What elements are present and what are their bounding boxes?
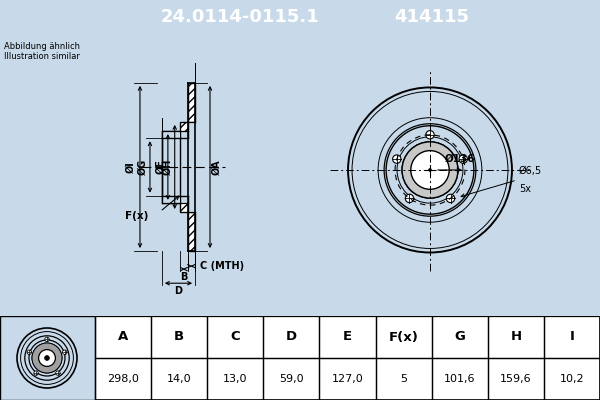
Bar [188, 83, 195, 122]
Text: D: D [175, 286, 182, 296]
Bar [180, 131, 188, 203]
Text: B: B [174, 330, 184, 344]
Circle shape [45, 337, 49, 342]
Bar [263, 316, 319, 358]
Text: F(x): F(x) [389, 330, 419, 344]
Text: 101,6: 101,6 [444, 374, 475, 384]
Circle shape [56, 371, 60, 375]
Bar [162, 131, 180, 138]
Bar [95, 316, 151, 358]
Circle shape [411, 151, 449, 189]
Circle shape [392, 155, 401, 163]
Circle shape [32, 343, 62, 373]
Text: G: G [454, 330, 465, 344]
Text: ØH: ØH [163, 159, 173, 175]
Text: D: D [286, 330, 297, 344]
Bar [0, 316, 95, 400]
Text: B: B [180, 272, 187, 282]
Text: ØG: ØG [138, 159, 148, 175]
Circle shape [402, 142, 458, 198]
Bar [151, 358, 207, 400]
Bar [376, 358, 431, 400]
Bar [188, 212, 195, 251]
Text: 59,0: 59,0 [279, 374, 304, 384]
Circle shape [446, 194, 455, 203]
Bar [488, 358, 544, 400]
Text: 10,2: 10,2 [560, 374, 584, 384]
Text: 127,0: 127,0 [332, 374, 364, 384]
Bar [431, 358, 488, 400]
Text: 5x: 5x [519, 184, 531, 194]
Text: F(x): F(x) [125, 211, 148, 221]
Text: H: H [510, 330, 521, 344]
Bar [488, 316, 544, 358]
Bar [162, 131, 180, 203]
Text: C: C [230, 330, 240, 344]
Circle shape [405, 194, 413, 203]
Bar [95, 358, 151, 400]
Text: 5: 5 [400, 374, 407, 384]
Text: Illustration similar: Illustration similar [4, 52, 80, 61]
Bar [544, 358, 600, 400]
Circle shape [44, 356, 49, 360]
Text: Ø6,5: Ø6,5 [519, 166, 542, 176]
Bar [319, 316, 376, 358]
Text: 159,6: 159,6 [500, 374, 532, 384]
Text: E: E [343, 330, 352, 344]
Circle shape [459, 155, 467, 163]
Text: ØA: ØA [212, 159, 222, 175]
Circle shape [38, 350, 55, 366]
Text: 298,0: 298,0 [107, 374, 139, 384]
Bar [151, 316, 207, 358]
Text: I: I [569, 330, 574, 344]
Text: A: A [118, 330, 128, 344]
Text: 24.0114-0115.1: 24.0114-0115.1 [161, 8, 319, 26]
Bar [188, 122, 195, 212]
Circle shape [34, 371, 38, 375]
Text: 13,0: 13,0 [223, 374, 248, 384]
Text: Abbildung ähnlich: Abbildung ähnlich [4, 42, 80, 51]
Text: ØE: ØE [156, 160, 166, 174]
Circle shape [27, 350, 32, 354]
Bar [207, 358, 263, 400]
Text: 414115: 414115 [395, 8, 470, 26]
Bar [544, 316, 600, 358]
Bar [162, 196, 180, 203]
Text: Ø136: Ø136 [445, 154, 476, 164]
Circle shape [62, 350, 67, 354]
Bar [319, 358, 376, 400]
Bar [431, 316, 488, 358]
Text: ØI: ØI [126, 161, 136, 173]
Bar [376, 316, 431, 358]
Circle shape [426, 130, 434, 139]
Bar [207, 316, 263, 358]
Text: 14,0: 14,0 [167, 374, 191, 384]
Bar [263, 358, 319, 400]
Bar [180, 122, 188, 138]
Text: C (MTH): C (MTH) [200, 261, 244, 271]
Circle shape [428, 168, 432, 172]
Bar [180, 196, 188, 212]
